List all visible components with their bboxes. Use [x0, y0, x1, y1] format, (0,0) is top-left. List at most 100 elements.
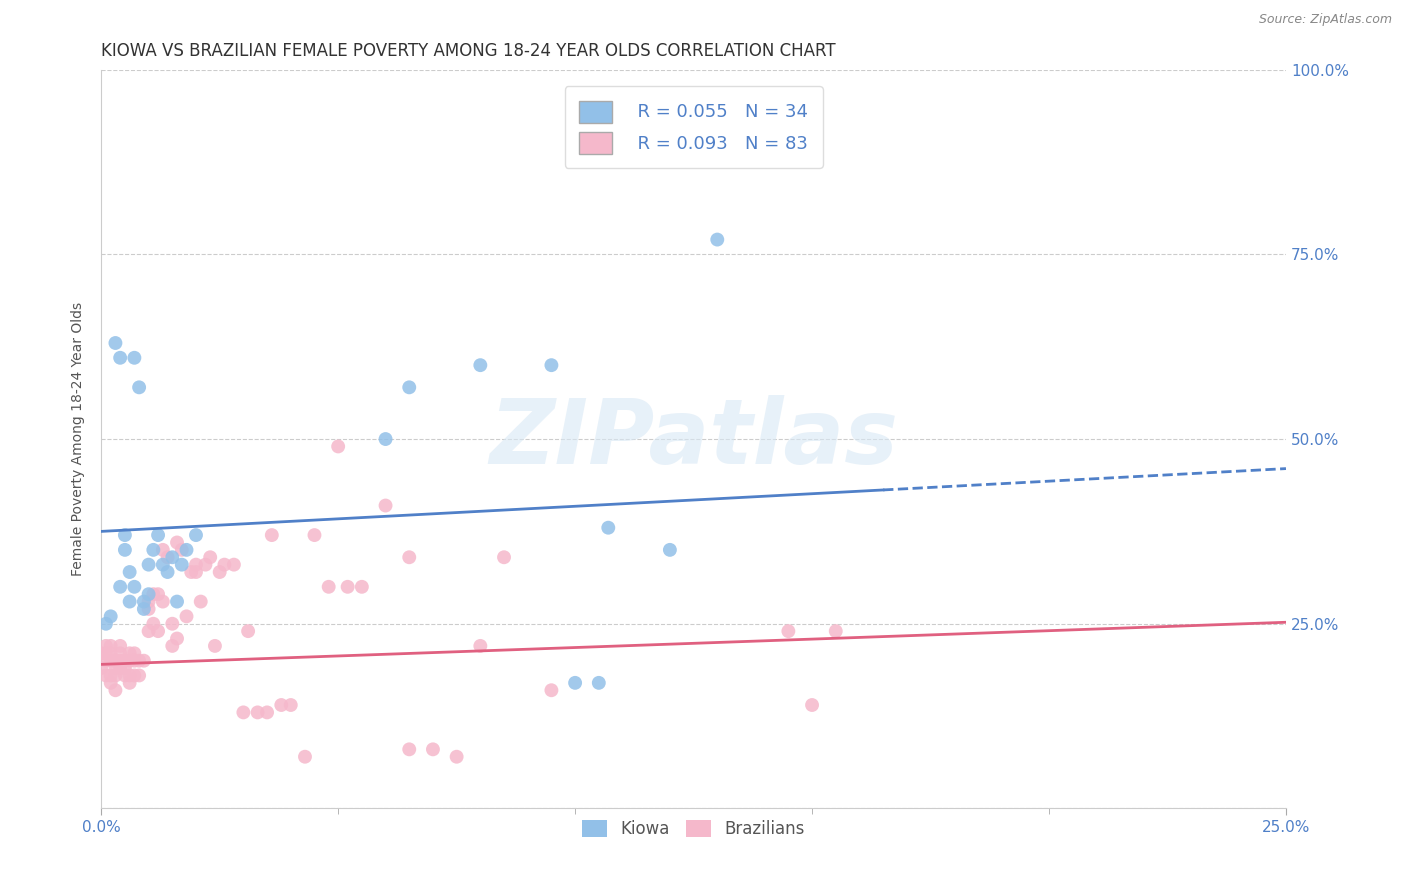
Point	[176, 542, 198, 557]
Point	[204, 639, 226, 653]
Point	[152, 558, 174, 572]
Point	[128, 380, 150, 394]
Point	[162, 616, 184, 631]
Point	[422, 742, 444, 756]
Point	[104, 661, 127, 675]
Point	[222, 558, 245, 572]
Point	[152, 542, 174, 557]
Point	[118, 654, 141, 668]
Point	[124, 646, 146, 660]
Point	[208, 565, 231, 579]
Point	[166, 632, 188, 646]
Point	[124, 580, 146, 594]
Point	[118, 676, 141, 690]
Point	[706, 233, 728, 247]
Point	[132, 602, 155, 616]
Point	[824, 624, 846, 639]
Point	[94, 646, 117, 660]
Point	[114, 654, 136, 668]
Point	[142, 587, 165, 601]
Point	[132, 654, 155, 668]
Point	[304, 528, 326, 542]
Point	[100, 668, 122, 682]
Point	[170, 558, 193, 572]
Point	[124, 654, 146, 668]
Point	[100, 676, 122, 690]
Point	[138, 558, 160, 572]
Point	[100, 639, 122, 653]
Point	[138, 594, 160, 608]
Point	[446, 749, 468, 764]
Point	[374, 432, 396, 446]
Point	[170, 542, 193, 557]
Point	[128, 668, 150, 682]
Point	[246, 706, 269, 720]
Point	[146, 528, 169, 542]
Point	[104, 654, 127, 668]
Point	[124, 351, 146, 365]
Point	[156, 550, 179, 565]
Point	[184, 565, 207, 579]
Point	[232, 706, 254, 720]
Point	[108, 351, 131, 365]
Point	[801, 698, 824, 712]
Point	[100, 654, 122, 668]
Point	[398, 380, 420, 394]
Point	[108, 639, 131, 653]
Point	[194, 558, 217, 572]
Point	[118, 668, 141, 682]
Legend: Kiowa, Brazilians: Kiowa, Brazilians	[575, 813, 811, 845]
Point	[104, 654, 127, 668]
Point	[108, 580, 131, 594]
Point	[318, 580, 340, 594]
Point	[100, 646, 122, 660]
Point	[564, 676, 586, 690]
Point	[270, 698, 292, 712]
Point	[118, 594, 141, 608]
Point	[162, 550, 184, 565]
Point	[658, 542, 681, 557]
Point	[146, 624, 169, 639]
Point	[260, 528, 283, 542]
Point	[336, 580, 359, 594]
Point	[778, 624, 800, 639]
Text: Source: ZipAtlas.com: Source: ZipAtlas.com	[1258, 13, 1392, 27]
Text: KIOWA VS BRAZILIAN FEMALE POVERTY AMONG 18-24 YEAR OLDS CORRELATION CHART: KIOWA VS BRAZILIAN FEMALE POVERTY AMONG …	[101, 42, 835, 60]
Point	[540, 358, 562, 372]
Point	[124, 668, 146, 682]
Point	[176, 609, 198, 624]
Point	[200, 550, 222, 565]
Point	[90, 646, 112, 660]
Point	[398, 742, 420, 756]
Point	[190, 594, 212, 608]
Point	[146, 587, 169, 601]
Point	[104, 336, 127, 351]
Point	[132, 594, 155, 608]
Point	[162, 639, 184, 653]
Point	[94, 616, 117, 631]
Point	[350, 580, 373, 594]
Y-axis label: Female Poverty Among 18-24 Year Olds: Female Poverty Among 18-24 Year Olds	[72, 302, 86, 576]
Point	[374, 499, 396, 513]
Point	[598, 521, 620, 535]
Point	[588, 676, 610, 690]
Point	[118, 565, 141, 579]
Point	[114, 528, 136, 542]
Point	[184, 528, 207, 542]
Point	[138, 587, 160, 601]
Point	[540, 683, 562, 698]
Point	[100, 609, 122, 624]
Point	[180, 565, 202, 579]
Point	[114, 542, 136, 557]
Point	[184, 558, 207, 572]
Point	[470, 358, 492, 372]
Point	[142, 542, 165, 557]
Point	[108, 646, 131, 660]
Point	[166, 594, 188, 608]
Point	[114, 661, 136, 675]
Point	[280, 698, 302, 712]
Point	[108, 661, 131, 675]
Point	[152, 594, 174, 608]
Point	[398, 550, 420, 565]
Point	[94, 668, 117, 682]
